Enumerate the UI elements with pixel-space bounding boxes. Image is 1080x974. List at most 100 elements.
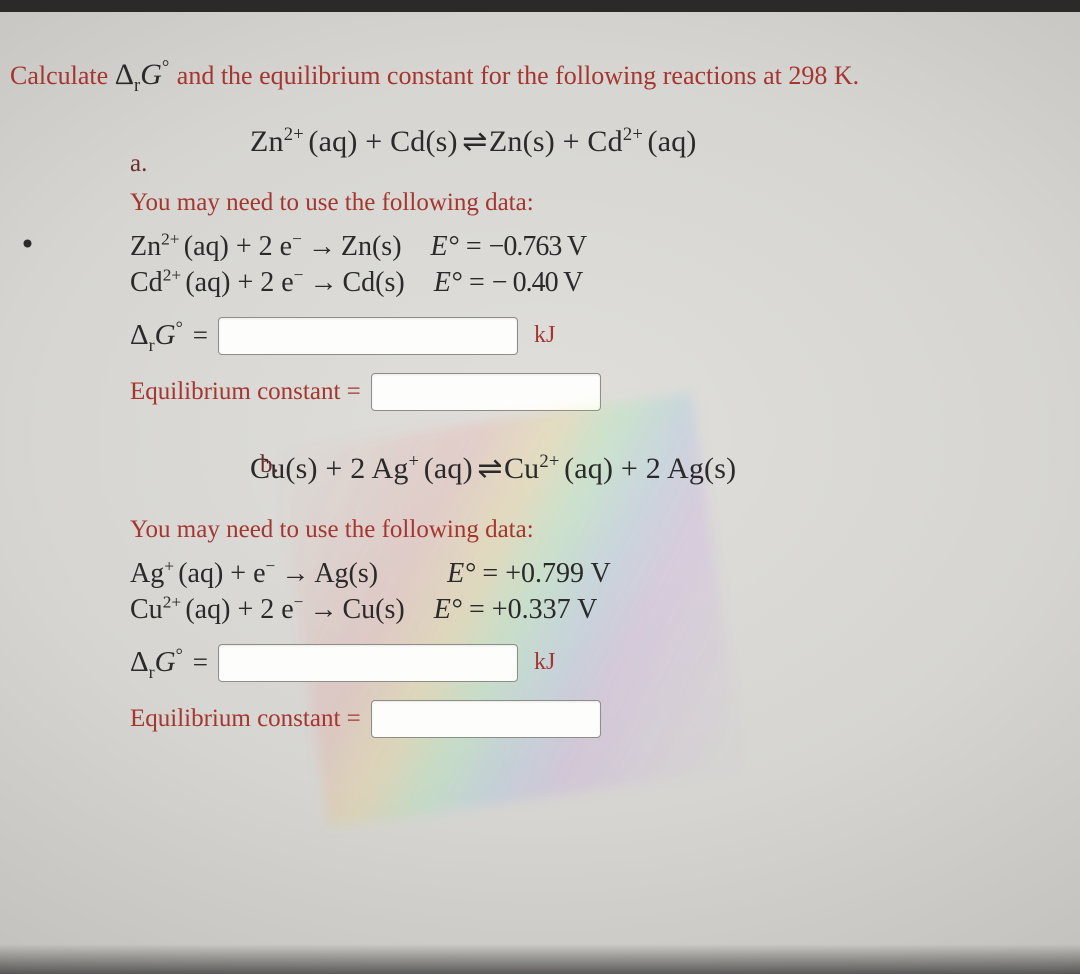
hr-plus-e: + e (223, 558, 265, 589)
rxn-b-species: Cu (504, 452, 539, 485)
prompt-prefix: Calculate (10, 61, 115, 90)
hr-sup: 2+ (163, 592, 181, 611)
hr-plus-e: + 2 e (230, 267, 293, 298)
rxn-b-phase: (aq) (564, 452, 613, 485)
eq-sign: = (193, 320, 208, 351)
rxn-a-plus: + (358, 125, 391, 158)
delta-g-input-a[interactable] (218, 317, 518, 355)
arrow-icon: → (275, 558, 314, 589)
delta-symbol: Δ (130, 646, 149, 678)
delta-g-input-b[interactable] (218, 644, 518, 682)
unit-kj: kJ (534, 649, 555, 676)
arrow-icon: → (302, 231, 341, 262)
delta-symbol: Δ (115, 58, 134, 91)
hr-phase: (aq) (185, 594, 230, 625)
G-symbol: G (140, 58, 162, 91)
eq-sign: = (193, 647, 208, 678)
equilibrium-row-b: Equilibrium constant = (130, 700, 1042, 738)
E-value: − 0.40 V (492, 267, 583, 298)
hr-eminus: − (266, 556, 276, 575)
equilibrium-input-b[interactable] (371, 700, 601, 738)
hr-plus-e: + 2 e (230, 594, 293, 625)
rxn-b-species: Ag (667, 452, 704, 485)
G-symbol: G (155, 646, 176, 678)
rxn-b-plus: + 2 (613, 452, 667, 485)
rxn-a-species: Cd (587, 125, 622, 158)
content-region: a. Zn2+(aq) + Cd(s) ⇌ Zn(s) + Cd2+(aq) Y… (10, 124, 1062, 738)
half-reaction-a2: Cd2+(aq) + 2 e− → Cd(s) E° = − 0.40 V (130, 267, 1042, 299)
rxn-b-sup: + (409, 451, 420, 472)
hr-sup: + (164, 556, 174, 575)
degree-symbol: ° (176, 317, 183, 337)
equilibrium-arrow-icon: ⇌ (473, 452, 504, 485)
eq-sign: = (462, 267, 492, 298)
hr-eminus: − (292, 229, 302, 248)
hr-plus-e: + 2 e (229, 231, 292, 262)
equilibrium-arrow-icon: ⇌ (458, 125, 489, 158)
part-b-label: b. (260, 451, 279, 479)
rxn-b-sup: 2+ (539, 451, 559, 472)
hr-phase: (aq) (178, 558, 223, 589)
part-a-label: a. (130, 150, 147, 178)
equilibrium-row-a: Equilibrium constant = (130, 373, 1042, 411)
equilibrium-label: Equilibrium constant = (130, 378, 361, 406)
hr-sup: 2+ (161, 229, 179, 248)
rxn-a-phase: (s) (523, 125, 555, 158)
question-page: Calculate ΔrG° and the equilibrium const… (0, 0, 1080, 974)
equilibrium-input-a[interactable] (371, 373, 601, 411)
half-reaction-a1: Zn2+(aq) + 2 e− → Zn(s) E° = −0.763 V (130, 231, 1042, 263)
rxn-a-species: Zn (489, 125, 523, 158)
rxn-b-phase: (s) (285, 452, 317, 485)
hr-eminus: − (294, 265, 304, 284)
hr-prod: Ag (314, 558, 348, 589)
hr-prod: Cd (342, 267, 375, 298)
eq-sign: = (475, 558, 505, 589)
rxn-a-sup: 2+ (623, 124, 643, 145)
E-label: E° (434, 594, 462, 625)
delta-g-row-a: ΔrG° = kJ (130, 317, 1042, 355)
hint-a: You may need to use the following data: (130, 189, 1042, 217)
unit-kj: kJ (534, 322, 555, 349)
E-value: +0.337 V (492, 594, 598, 625)
arrow-icon: → (303, 594, 342, 625)
hr-species: Ag (130, 558, 164, 589)
rxn-a-phase: (s) (425, 125, 457, 158)
E-label: E° (431, 231, 459, 262)
degree-symbol: ° (176, 644, 183, 664)
delta-g-row-b: ΔrG° = kJ (130, 644, 1042, 682)
E-value: +0.799 V (505, 558, 611, 589)
rxn-b-species: Ag (371, 452, 408, 485)
E-value: −0.763 V (489, 231, 587, 262)
hint-b: You may need to use the following data: (130, 516, 1042, 544)
degree-symbol: ° (162, 57, 169, 78)
hr-phase: (aq) (184, 231, 229, 262)
hr-prod-phase: (s) (375, 267, 405, 298)
eq-sign: = (462, 594, 492, 625)
hr-eminus: − (294, 592, 304, 611)
rxn-a-phase: (aq) (648, 125, 697, 158)
delta-symbol: Δ (130, 319, 149, 351)
rxn-b-phase: (s) (704, 452, 736, 485)
rxn-a-plus: + (555, 125, 588, 158)
G-symbol: G (155, 319, 176, 351)
arrow-icon: → (303, 267, 342, 298)
bullet-dot (24, 240, 31, 247)
hr-species: Cd (130, 267, 163, 298)
rxn-a-species: Cd (390, 125, 425, 158)
rxn-a-species: Zn (250, 125, 284, 158)
hr-species: Cu (130, 594, 163, 625)
hr-species: Zn (130, 231, 161, 262)
reaction-a: Zn2+(aq) + Cd(s) ⇌ Zn(s) + Cd2+(aq) (250, 124, 1042, 159)
hr-prod-phase: (s) (349, 558, 379, 589)
eq-sign: = (459, 231, 489, 262)
half-reaction-b1: Ag+(aq) + e− → Ag(s) E° = +0.799 V (130, 558, 1042, 590)
prompt-suffix: and the equilibrium constant for the fol… (177, 61, 859, 90)
hr-phase: (aq) (185, 267, 230, 298)
E-label: E° (447, 558, 475, 589)
half-reaction-b2: Cu2+(aq) + 2 e− → Cu(s) E° = +0.337 V (130, 594, 1042, 626)
E-label: E° (434, 267, 462, 298)
hr-prod: Zn (341, 231, 372, 262)
reaction-b: Cu(s) + 2 Ag+(aq) ⇌ Cu2+(aq) + 2 Ag(s) (250, 451, 1042, 486)
hr-sup: 2+ (163, 265, 181, 284)
rxn-b-phase: (aq) (424, 452, 473, 485)
